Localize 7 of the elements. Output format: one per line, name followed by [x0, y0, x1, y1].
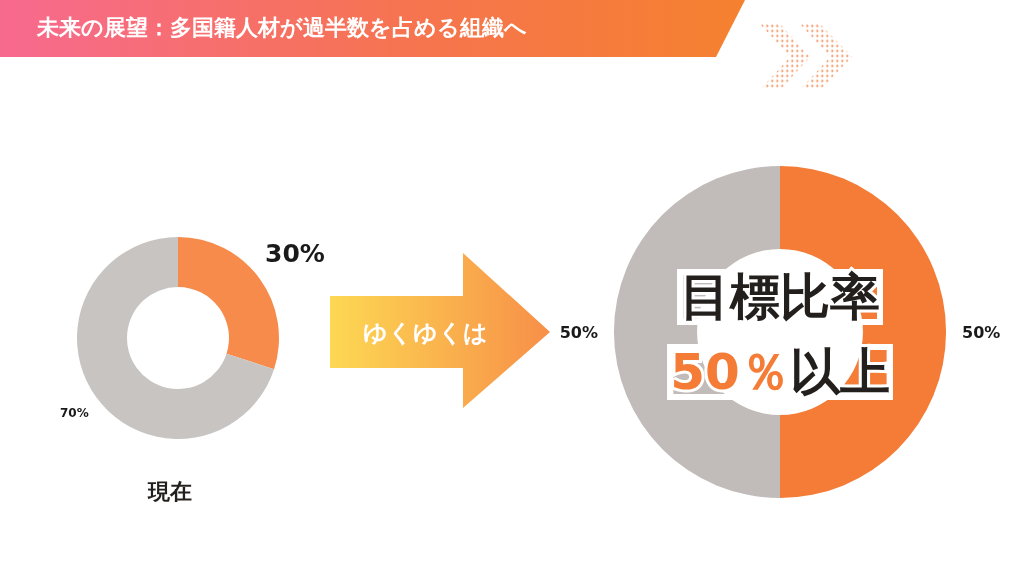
data-label: 50% [559, 322, 598, 342]
data-label: 30% [265, 238, 325, 268]
chart-title: 未来の展望：多国籍人材が過半数を占める組織へ [37, 14, 527, 42]
text: ゆくゆくは [362, 319, 488, 347]
data-label: 50% [962, 322, 1001, 342]
text: 現在 [147, 478, 192, 504]
data-label: 70% [59, 406, 89, 421]
